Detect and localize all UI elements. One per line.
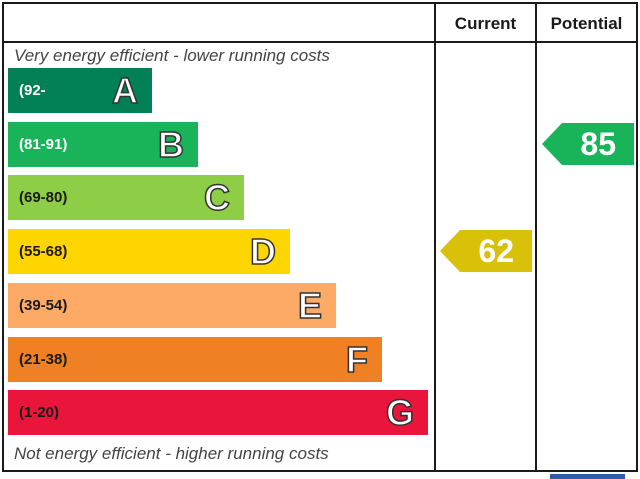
blue-tab-edge xyxy=(550,474,625,479)
band-range-label: (39-54) xyxy=(19,296,68,314)
band-letter: C xyxy=(203,177,231,220)
band-letter: E xyxy=(297,284,323,327)
header-divider xyxy=(4,41,636,43)
band-range-label: (21-38) xyxy=(19,350,68,368)
current-column-divider xyxy=(434,4,436,470)
band-range-label: (1-20) xyxy=(19,404,60,422)
band-range-label: (81-91) xyxy=(19,135,68,153)
potential-column-header: Potential xyxy=(550,14,623,33)
band-d: (55-68) D xyxy=(8,229,290,275)
band-e: (39-54) E xyxy=(8,282,336,328)
band-letter: F xyxy=(345,338,369,381)
band-f: (21-38) F xyxy=(8,336,382,382)
band-letter: D xyxy=(249,230,277,273)
bottom-note: Not energy efficient - higher running co… xyxy=(14,444,329,463)
band-letter: A xyxy=(111,69,139,112)
top-note: Very energy efficient - lower running co… xyxy=(14,46,330,65)
band-b: (81-91) B xyxy=(8,121,198,167)
current-rating-arrow: 62 xyxy=(440,230,532,273)
band-range-label: (55-68) xyxy=(19,243,68,261)
epc-chart-frame: Current Potential Very energy efficient … xyxy=(2,2,638,472)
potential-rating-value: 85 xyxy=(580,125,616,162)
arrow-body xyxy=(440,230,532,273)
band-letter: B xyxy=(157,123,185,166)
arrow-body xyxy=(542,122,634,165)
band-range-label: (92- xyxy=(19,82,46,99)
band-letter: G xyxy=(385,391,415,434)
band-c: (69-80) C xyxy=(8,175,244,221)
band-g: (1-20) G xyxy=(8,390,428,436)
potential-arrow-shape xyxy=(542,122,634,165)
potential-column-divider xyxy=(535,4,537,470)
band-range-label: (69-80) xyxy=(19,189,68,207)
current-arrow-shape xyxy=(440,230,532,273)
current-rating-value: 62 xyxy=(478,233,514,270)
current-column-header: Current xyxy=(454,14,517,33)
potential-rating-arrow: 85 xyxy=(542,122,634,165)
band-a: (92- A xyxy=(8,68,152,113)
